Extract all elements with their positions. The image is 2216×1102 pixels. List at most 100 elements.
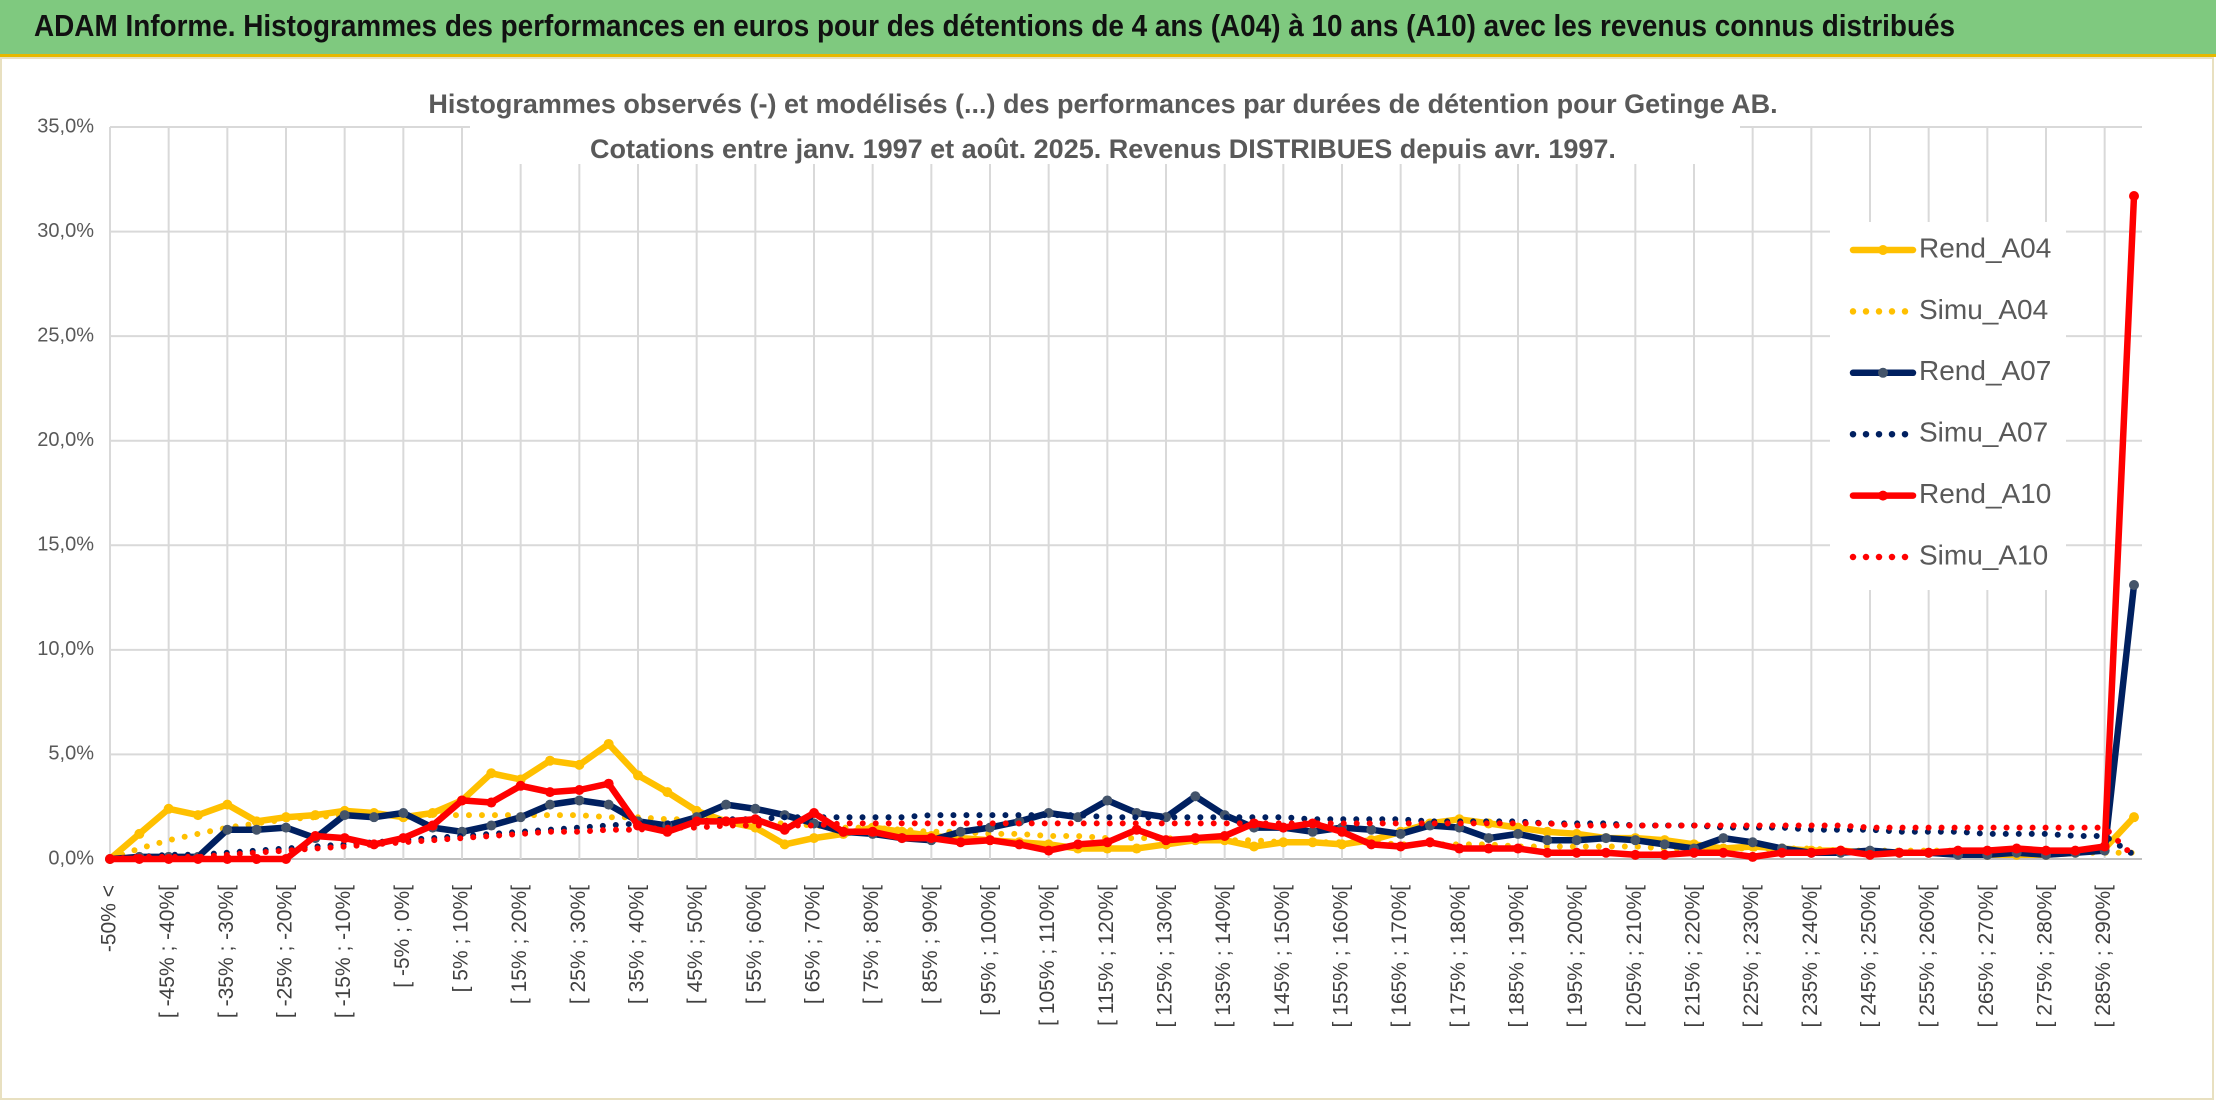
legend-marker: [1878, 367, 1888, 378]
point-marker: [1982, 845, 1993, 856]
point-marker: [838, 826, 849, 837]
point-marker: [1190, 833, 1201, 844]
point-marker: [486, 820, 497, 831]
x-tick-label: [ 215% ; 220%[: [1682, 885, 1705, 1028]
point-marker: [1161, 835, 1171, 846]
point-marker: [1630, 849, 1641, 860]
series-line: [106, 192, 2138, 863]
point-marker: [1747, 837, 1758, 848]
point-marker: [574, 759, 585, 770]
x-tick-label: [ 135% ; 140%[: [1212, 885, 1235, 1028]
point-marker: [1718, 833, 1729, 844]
point-marker: [339, 833, 350, 844]
point-marker: [281, 822, 291, 833]
point-marker: [2070, 845, 2081, 856]
point-marker: [1689, 847, 1699, 858]
point-marker: [985, 835, 995, 846]
point-marker: [574, 784, 585, 795]
x-tick-label: [ -45% ; -40%[: [156, 885, 179, 1018]
point-marker: [750, 803, 761, 814]
point-marker: [1659, 849, 1670, 860]
point-marker: [193, 810, 203, 821]
point-marker: [1014, 839, 1025, 850]
x-tick-label: [ 115% ; 120%[: [1095, 885, 1118, 1026]
title-backing: [470, 86, 1740, 164]
point-marker: [163, 854, 174, 864]
y-tick-label: 15,0%: [37, 534, 94, 556]
point-marker: [1366, 839, 1377, 850]
point-marker: [2129, 812, 2139, 823]
header-title: ADAM Informe. Histogrammes des performan…: [34, 8, 1956, 43]
point-marker: [515, 780, 526, 791]
point-marker: [281, 854, 291, 864]
x-tick-label: [ 95% ; 100%[: [978, 885, 1001, 1016]
x-tick-label: [ -5% ; 0%[: [391, 885, 414, 988]
x-tick-label: [ 155% ; 160%[: [1330, 885, 1353, 1028]
point-marker: [1483, 833, 1494, 844]
x-tick-label: [ 15% ; 20%[: [508, 885, 531, 1004]
point-marker: [2099, 841, 2110, 852]
point-marker: [1571, 835, 1582, 846]
x-tick-label: [ 45% ; 50%[: [684, 885, 707, 1004]
point-marker: [1219, 830, 1230, 841]
x-tick-label: [ 145% ; 150%[: [1271, 885, 1294, 1028]
x-tick-label: [ 205% ; 210%[: [1623, 885, 1646, 1028]
point-marker: [163, 803, 174, 814]
point-marker: [398, 807, 409, 818]
y-tick-label: 10,0%: [37, 638, 94, 660]
point-marker: [926, 833, 937, 844]
y-tick-label: 5,0%: [48, 743, 94, 765]
chart-subtitle: Cotations entre janv. 1997 et août. 2025…: [590, 134, 1616, 164]
x-tick-label: [ 185% ; 190%[: [1506, 885, 1529, 1028]
legend-label: Rend_A07: [1919, 355, 2051, 386]
y-tick-label: 25,0%: [37, 324, 94, 346]
point-marker: [1249, 841, 1259, 852]
point-marker: [1454, 843, 1465, 854]
point-marker: [2129, 580, 2139, 591]
point-marker: [486, 797, 497, 808]
point-marker: [662, 787, 673, 798]
point-marker: [2129, 191, 2139, 202]
x-tick-label: [ 265% ; 270%[: [1975, 885, 1998, 1028]
point-marker: [603, 799, 614, 810]
point-marker: [515, 812, 526, 823]
point-marker: [1659, 839, 1670, 850]
x-tick-label: [ 175% ; 180%[: [1447, 885, 1470, 1028]
point-marker: [1131, 824, 1142, 835]
chart: 0,0% 5,0% 10,0% 15,0% 20,0% 25,0% 30,0% 35,0% -5…: [0, 57, 2214, 1100]
point-marker: [1425, 837, 1435, 848]
legend-label: Rend_A04: [1919, 232, 2051, 263]
point-marker: [545, 755, 555, 766]
point-marker: [545, 799, 555, 810]
x-tick-label: [ 125% ; 130%[: [1154, 885, 1177, 1028]
point-marker: [779, 839, 790, 850]
x-tick-label: [ 245% ; 250%[: [1858, 885, 1881, 1028]
x-tick-label: [ 235% ; 240%[: [1799, 885, 1822, 1028]
x-tick-label: [ 225% ; 230%[: [1740, 885, 1763, 1028]
x-tick-label: [ -15% ; -10%[: [332, 885, 355, 1018]
point-marker: [369, 812, 379, 823]
point-marker: [955, 837, 966, 848]
point-marker: [1835, 845, 1846, 856]
point-marker: [1513, 828, 1523, 839]
point-marker: [1395, 828, 1406, 839]
point-marker: [1747, 851, 1758, 862]
point-marker: [603, 778, 614, 789]
point-marker: [1894, 847, 1905, 858]
point-marker: [1542, 835, 1553, 846]
x-tick-label: [ 255% ; 260%[: [1916, 885, 1939, 1028]
point-marker: [1777, 847, 1787, 858]
x-tick-label: [ 195% ; 200%[: [1564, 885, 1587, 1028]
legend-marker: [1878, 490, 1888, 501]
y-tick-label: 0,0%: [48, 847, 94, 869]
point-marker: [427, 820, 438, 831]
legend-label: Simu_A04: [1919, 294, 2048, 325]
point-marker: [721, 799, 731, 810]
point-marker: [1161, 812, 1171, 823]
legend-label: Simu_A10: [1919, 539, 2048, 570]
point-marker: [750, 814, 761, 825]
point-marker: [809, 833, 819, 844]
x-tick-label: [ 105% ; 110%[: [1036, 885, 1059, 1026]
point-marker: [1337, 826, 1347, 837]
